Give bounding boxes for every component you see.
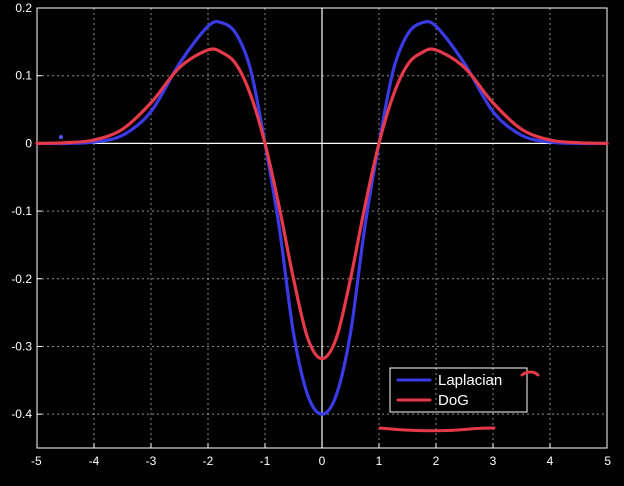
x-tick-label: 0 (319, 454, 326, 468)
series-lines (35, 19, 609, 416)
x-tick-label: 4 (547, 454, 554, 468)
x-tick-label: 2 (433, 454, 440, 468)
x-tick-label: -5 (31, 454, 42, 468)
annotation-underline (378, 426, 496, 433)
tick-labels: -5 -4 -3 -2 -1 0 1 2 3 4 5 0.2 0.1 0 -0.1 -0.2 -0.3 -0.4 (11, 1, 611, 468)
legend: Laplacian DoG (389, 367, 528, 413)
series-line-dog (35, 47, 609, 361)
x-tick-label: -1 (260, 454, 271, 468)
x-tick-label: 5 (604, 454, 611, 468)
hand-annotations (59, 135, 540, 433)
axes (36, 7, 608, 449)
annotation-dot (59, 135, 63, 139)
x-tick-label: 1 (376, 454, 383, 468)
y-tick-label: 0.2 (15, 1, 32, 15)
legend-label-dog: DoG (438, 392, 469, 409)
series-line-laplacian (35, 19, 609, 416)
y-tick-label: -0.1 (11, 204, 32, 218)
y-tick-label: -0.3 (11, 339, 32, 353)
legend-box (389, 367, 528, 413)
y-tick-label: -0.2 (11, 272, 32, 286)
x-tick-label: 3 (490, 454, 497, 468)
y-tick-label: 0 (25, 136, 32, 150)
x-tick-label: -2 (203, 454, 214, 468)
x-tick-label: -4 (89, 454, 100, 468)
y-tick-label: -0.4 (11, 407, 32, 421)
x-tick-label: -3 (146, 454, 157, 468)
legend-label-laplacian: Laplacian (438, 372, 502, 389)
annotation-stroke (520, 370, 540, 377)
y-tick-label: 0.1 (15, 69, 32, 83)
